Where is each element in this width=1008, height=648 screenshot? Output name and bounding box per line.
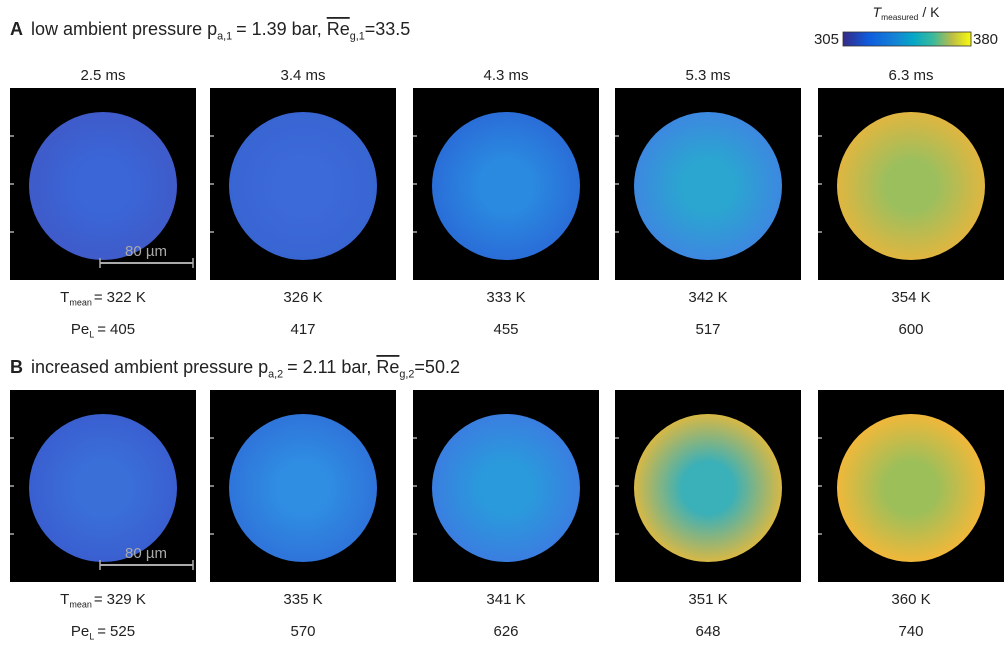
droplet-image — [837, 112, 985, 260]
text-part: low ambient pressure — [31, 19, 202, 39]
mean-temperature: 333 K — [486, 289, 525, 306]
text-part: =50.2 — [414, 357, 460, 377]
colorbar-label: Tmeasured / K — [873, 4, 941, 22]
text-part: T — [60, 289, 69, 306]
text-part: = — [94, 289, 103, 306]
time-label: 6.3 ms — [888, 67, 933, 84]
mean-temperature: 360 K — [891, 591, 930, 608]
mean-temperature: Tmean = 322 K — [60, 289, 146, 308]
colorbar-min: 305 — [814, 31, 839, 48]
text-part: T — [873, 4, 883, 20]
time-label: 4.3 ms — [483, 67, 528, 84]
droplet-image — [29, 112, 177, 260]
peclet-number: 648 — [695, 623, 720, 640]
text-part: mean — [69, 298, 92, 308]
mean-temperature: 335 K — [283, 591, 322, 608]
text-part: 405 — [110, 321, 135, 338]
scale-bar-label: 80 µm — [125, 243, 167, 260]
text-part: =33.5 — [365, 19, 411, 39]
droplet-image — [837, 414, 985, 562]
text-part: measured — [881, 12, 919, 22]
time-label: 5.3 ms — [685, 67, 730, 84]
mean-temperature: 354 K — [891, 289, 930, 306]
text-part: increased ambient pressure — [31, 357, 253, 377]
text-part: a,2 — [268, 368, 283, 380]
text-part: g,2 — [399, 368, 414, 380]
mean-temperature: 342 K — [688, 289, 727, 306]
colorbar — [842, 31, 972, 47]
time-label: 2.5 ms — [80, 67, 125, 84]
peclet-number: 740 — [898, 623, 923, 640]
colorbar-max: 380 — [973, 31, 998, 48]
text-part: 322 K — [107, 289, 146, 306]
text-part: 329 K — [107, 591, 146, 608]
mean-temperature: 326 K — [283, 289, 322, 306]
peclet-number: PeL = 525 — [71, 623, 135, 642]
mean-temperature: Tmean = 329 K — [60, 591, 146, 610]
text-part: = — [97, 321, 106, 338]
mean-temperature: 351 K — [688, 591, 727, 608]
droplet-image — [432, 112, 580, 260]
text-part: Re — [376, 357, 399, 377]
text-part: p — [258, 357, 268, 377]
text-part: / K — [922, 4, 940, 20]
droplet-image — [29, 414, 177, 562]
text-part: = — [97, 623, 106, 640]
peclet-number: 517 — [695, 321, 720, 338]
text-part: T — [60, 591, 69, 608]
scale-bar-label: 80 µm — [125, 545, 167, 562]
text-part: = 1.39 bar, — [236, 19, 322, 39]
text-part: = 2.11 bar, — [287, 357, 371, 377]
text-part: p — [207, 19, 217, 39]
droplet-image — [432, 414, 580, 562]
peclet-number: PeL = 405 — [71, 321, 135, 340]
droplet-image — [229, 414, 377, 562]
peclet-number: 417 — [290, 321, 315, 338]
droplet-image — [634, 414, 782, 562]
text-part: 525 — [110, 623, 135, 640]
text-part: = — [94, 591, 103, 608]
peclet-number: 626 — [493, 623, 518, 640]
text-part: Pe — [71, 321, 89, 338]
text-part: mean — [69, 600, 92, 610]
peclet-number: 455 — [493, 321, 518, 338]
peclet-number: 570 — [290, 623, 315, 640]
text-part: L — [89, 632, 94, 642]
text-part: Re — [327, 19, 350, 39]
droplet-image — [229, 112, 377, 260]
text-part: A — [10, 19, 23, 39]
time-label: 3.4 ms — [280, 67, 325, 84]
text-part: a,1 — [217, 30, 232, 42]
text-part: B — [10, 357, 23, 377]
mean-temperature: 341 K — [486, 591, 525, 608]
text-part: Pe — [71, 623, 89, 640]
droplet-image — [634, 112, 782, 260]
text-part: L — [89, 330, 94, 340]
text-part: g,1 — [350, 30, 365, 42]
peclet-number: 600 — [898, 321, 923, 338]
